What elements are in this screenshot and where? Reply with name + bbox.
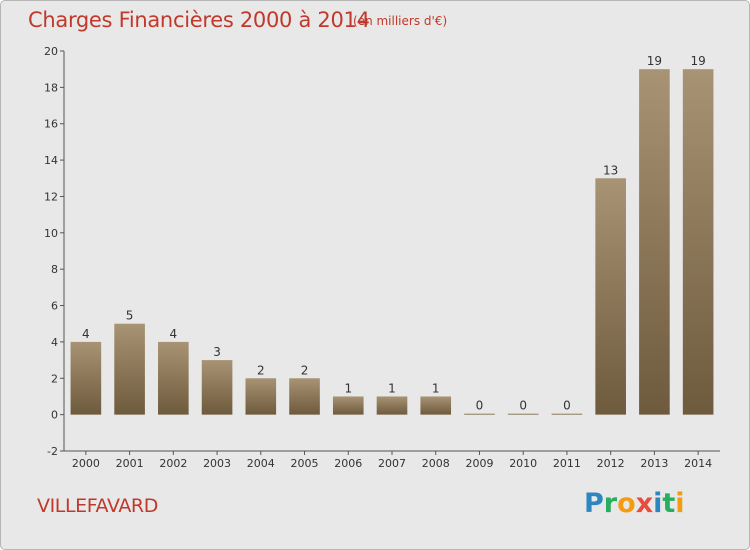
logo-letter: t	[662, 488, 676, 519]
data-label: 5	[126, 309, 134, 323]
data-label: 1	[432, 381, 440, 395]
x-tick-label: 2010	[509, 457, 537, 470]
y-tick-label: 0	[51, 409, 58, 422]
logo-letter: i	[675, 488, 685, 519]
data-label: 4	[170, 327, 178, 341]
commune-name: VILLEFAVARD	[37, 495, 158, 517]
y-tick-label: 2	[51, 372, 58, 385]
y-tick-label: 8	[51, 263, 58, 276]
x-tick-label: 2011	[553, 457, 581, 470]
bar	[332, 396, 364, 415]
logo-letter: o	[617, 488, 636, 519]
data-label: 19	[690, 54, 705, 68]
data-label: 3	[213, 345, 221, 359]
proxiti-logo: Proxiti	[584, 488, 685, 519]
data-label: 0	[519, 399, 527, 413]
data-label: 2	[257, 363, 265, 377]
x-tick-label: 2006	[334, 457, 362, 470]
y-tick-label: 20	[44, 45, 58, 58]
x-tick-label: 2007	[378, 457, 406, 470]
data-label: 0	[563, 399, 571, 413]
bar	[682, 69, 714, 415]
data-label: 0	[476, 399, 484, 413]
x-tick-label: 2004	[247, 457, 275, 470]
y-tick-label: 4	[51, 336, 58, 349]
bar	[114, 323, 145, 415]
y-tick-label: -2	[47, 445, 58, 458]
data-label: 2	[301, 363, 309, 377]
x-tick-label: 2012	[597, 457, 625, 470]
bar	[595, 178, 626, 415]
bar	[507, 413, 539, 415]
logo-letter: P	[584, 488, 604, 519]
bar	[464, 413, 495, 415]
y-tick-label: 18	[44, 81, 58, 94]
data-label: 1	[344, 381, 352, 395]
bar	[639, 69, 670, 415]
data-label: 19	[647, 54, 662, 68]
x-tick-label: 2009	[465, 457, 493, 470]
chart-subtitle: (en milliers d'€)	[353, 14, 448, 28]
data-label: 1	[388, 381, 396, 395]
y-tick-label: 16	[44, 118, 58, 131]
logo-letter: i	[653, 488, 663, 519]
bar	[289, 378, 320, 415]
data-label: 13	[603, 163, 618, 177]
bar	[376, 396, 408, 415]
x-tick-label: 2013	[640, 457, 668, 470]
x-tick-label: 2002	[159, 457, 187, 470]
x-tick-label: 2008	[422, 457, 450, 470]
bar	[201, 360, 233, 415]
bar	[245, 378, 277, 415]
chart-title: Charges Financières 2000 à 2014	[28, 8, 370, 32]
bar	[70, 341, 102, 415]
logo-letter: x	[635, 488, 654, 519]
bar	[158, 341, 189, 415]
y-tick-label: 14	[44, 154, 58, 167]
y-tick-label: 6	[51, 300, 58, 313]
y-tick-label: 12	[44, 190, 58, 203]
x-tick-label: 2001	[116, 457, 144, 470]
x-tick-label: 2014	[684, 457, 712, 470]
bar	[420, 396, 452, 415]
x-tick-label: 2003	[203, 457, 231, 470]
x-tick-label: 2000	[72, 457, 100, 470]
bar	[551, 413, 583, 415]
data-label: 4	[82, 327, 90, 341]
logo-letter: r	[603, 488, 618, 519]
y-tick-label: 10	[44, 227, 58, 240]
x-tick-label: 2005	[291, 457, 319, 470]
